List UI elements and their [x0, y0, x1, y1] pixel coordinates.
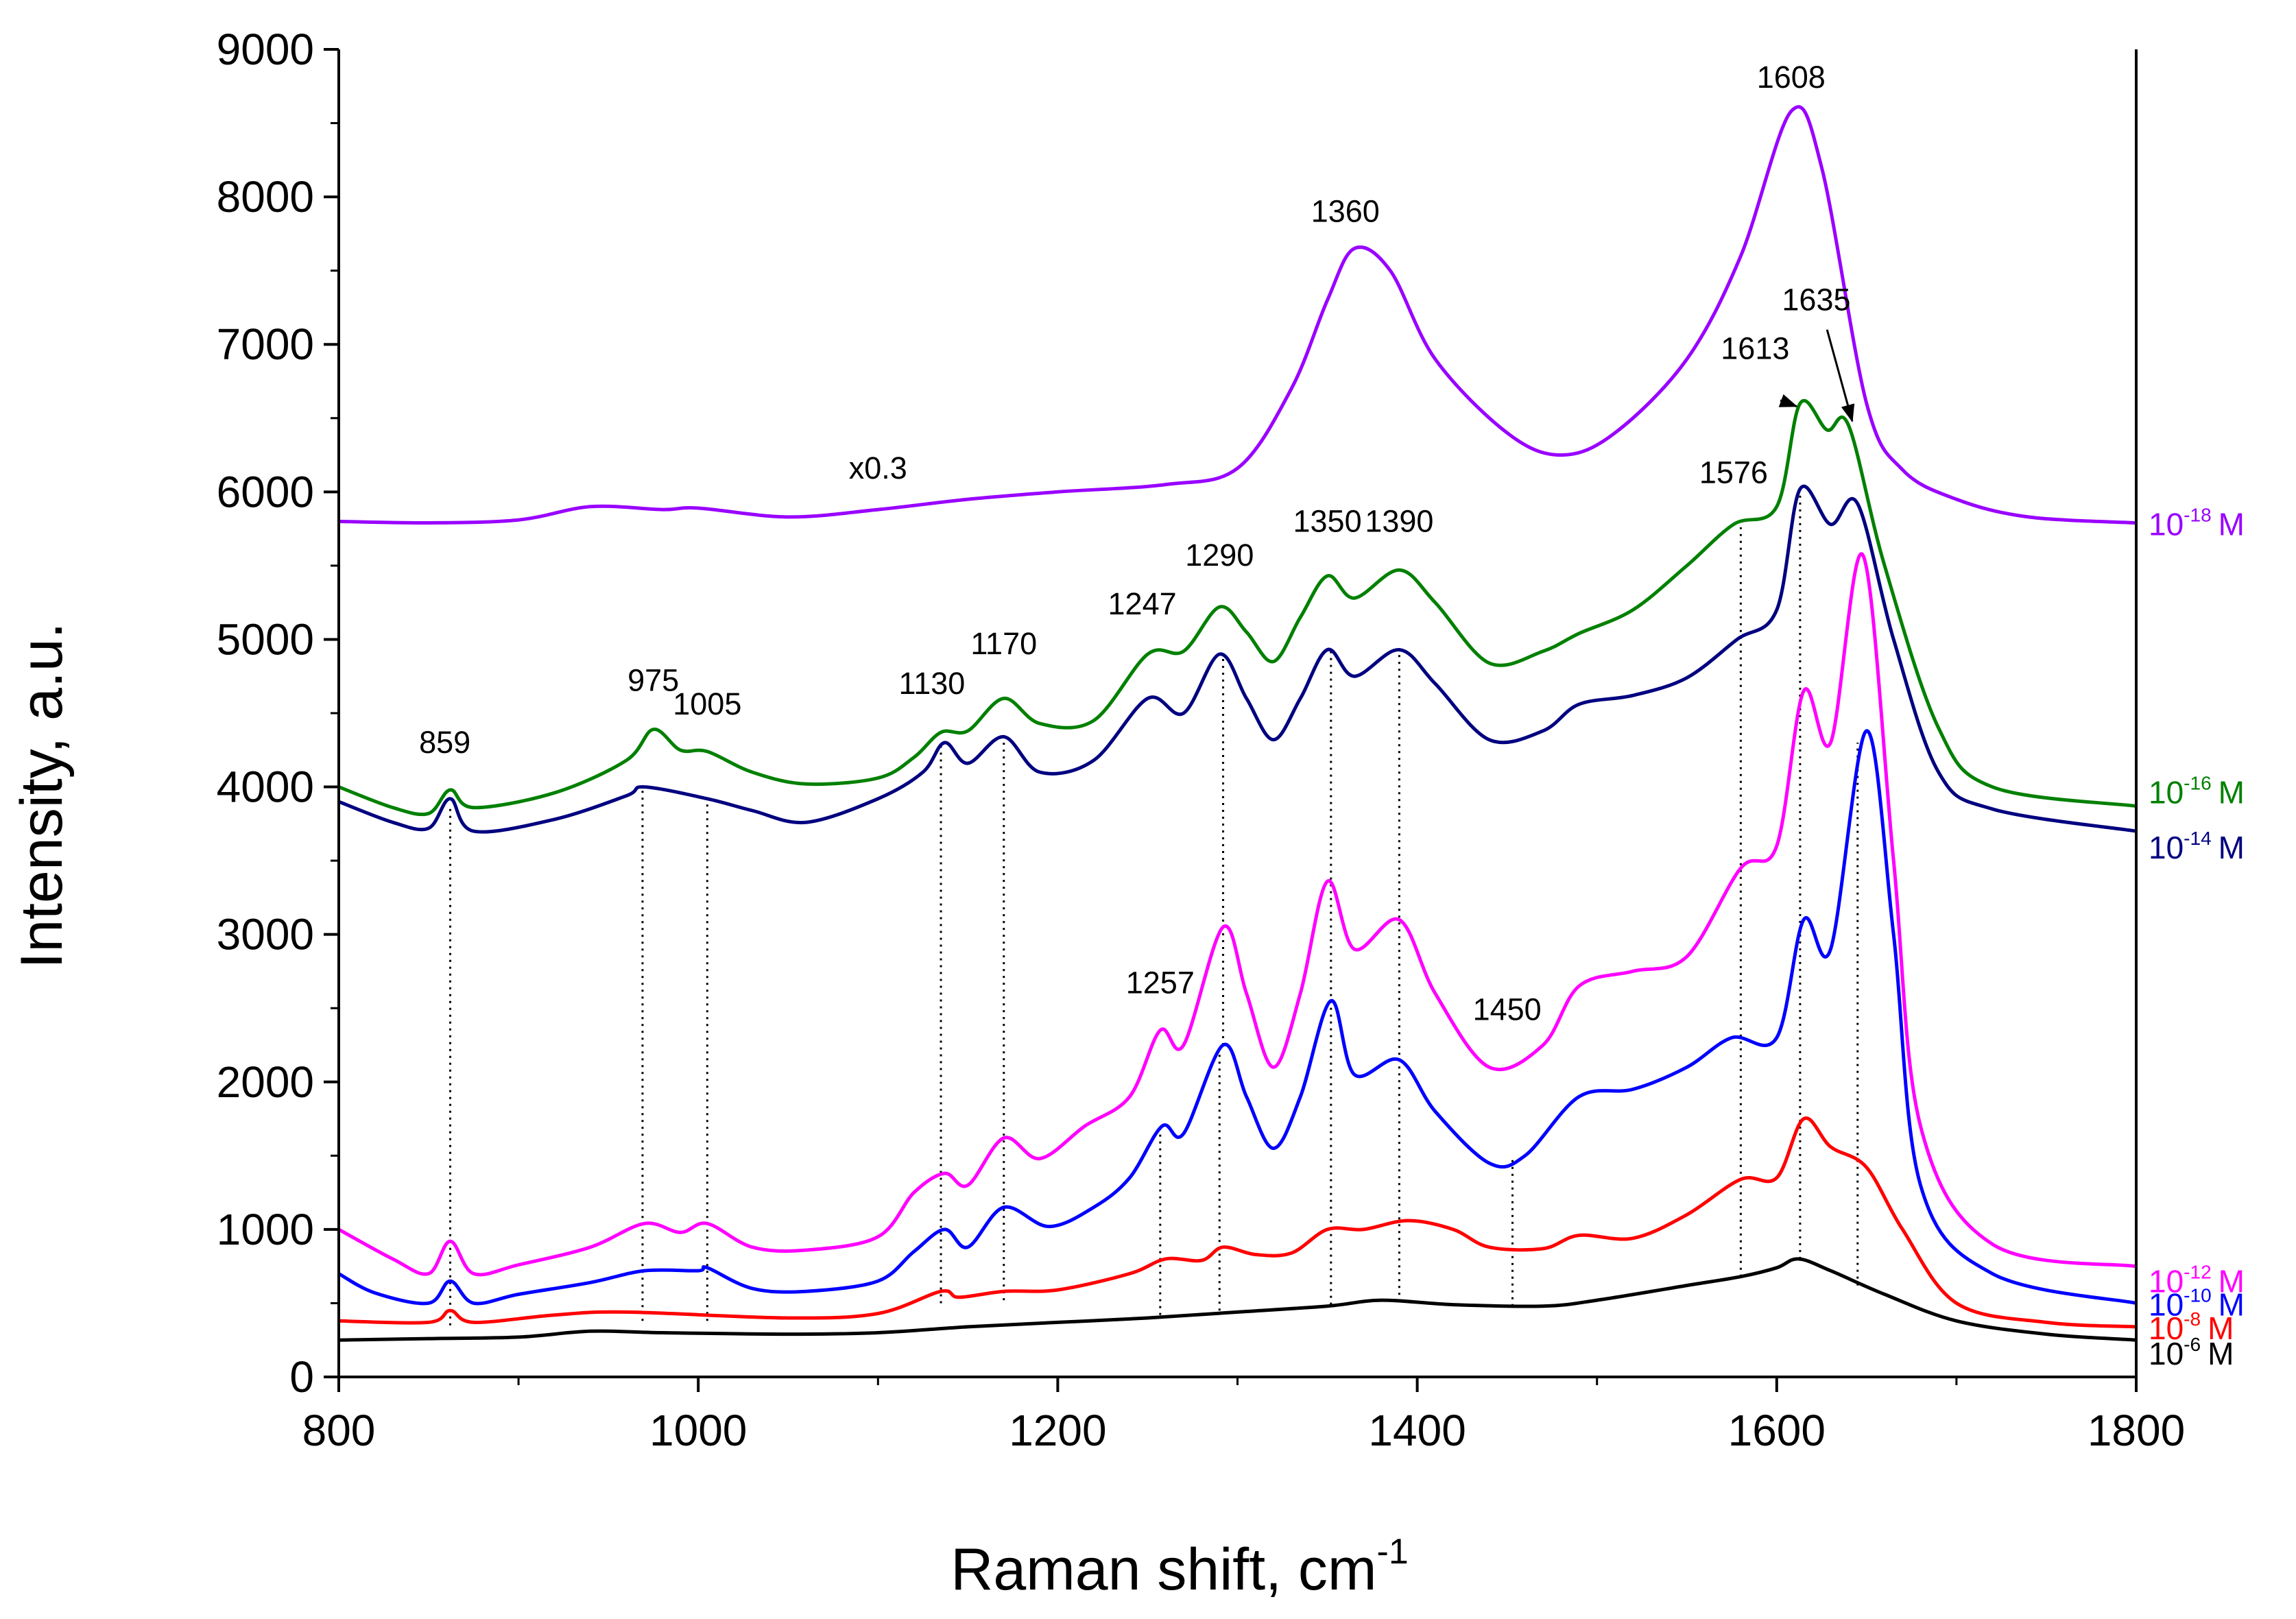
y-tick-label-8000: 8000	[217, 172, 314, 221]
series-line-neg16	[338, 399, 2137, 817]
peak-label-1130-3: 1130	[899, 666, 966, 701]
legend-unit: M	[2219, 1264, 2245, 1299]
series-line-neg6	[338, 1257, 2137, 1342]
peak-label-x0-3-16: x0.3	[849, 451, 907, 485]
peak-label-975-1: 975	[627, 663, 679, 698]
peak-label-1350-7: 1350	[1293, 503, 1361, 538]
series-line-neg8	[338, 1116, 2137, 1329]
peak-label-1257-9: 1257	[1126, 966, 1195, 1000]
y-axis-title: Intensity, a.u.	[9, 622, 75, 968]
peak-label-1247-5: 1247	[1108, 586, 1177, 621]
legend-exp: -10	[2184, 1284, 2211, 1306]
peak-label-1635-13: 1635	[1782, 283, 1850, 317]
x-tick-label-1200: 1200	[1009, 1406, 1106, 1455]
legend-exp: -14	[2184, 828, 2211, 849]
y-tick-label-2000: 2000	[217, 1057, 314, 1107]
legend-base: 10	[2149, 1310, 2184, 1346]
y-tick-label-0: 0	[289, 1352, 314, 1402]
legend-label-neg12: 10-12 M	[2149, 1262, 2245, 1299]
legend-unit: M	[2219, 775, 2245, 811]
legend-unit: M	[2219, 507, 2245, 542]
legend-base: 10	[2149, 1286, 2184, 1322]
annotation-arrow-0	[1778, 394, 1798, 407]
peak-label-859-0: 859	[419, 725, 470, 760]
series-line-neg18	[338, 105, 2137, 525]
series-line-neg14	[338, 484, 2137, 834]
x-tick-label-800: 800	[302, 1406, 376, 1455]
legend-base: 10	[2149, 830, 2184, 865]
legend-exp: -8	[2184, 1308, 2201, 1330]
legend-base: 10	[2149, 1264, 2184, 1299]
legend-base: 10	[2149, 775, 2184, 811]
peak-label-1290-6: 1290	[1185, 538, 1254, 573]
x-axis-title-main: Raman shift, cm	[950, 1537, 1376, 1603]
peak-label-1005-2: 1005	[673, 686, 741, 721]
legend-label-neg8: 10-8 M	[2149, 1308, 2234, 1346]
y-tick-label-7000: 7000	[217, 320, 314, 369]
y-tick-label-1000: 1000	[217, 1205, 314, 1254]
legend-exp: -12	[2184, 1262, 2211, 1283]
x-axis-title-superscript: -1	[1377, 1532, 1409, 1572]
legend-label-neg10: 10-10 M	[2149, 1284, 2245, 1322]
annotation-arrow-1	[1826, 329, 1855, 423]
x-axis-title: Raman shift, cm-1	[950, 1532, 1409, 1603]
legend-exp: -6	[2184, 1334, 2201, 1355]
peak-label-1613-12: 1613	[1721, 331, 1789, 366]
legend-unit: M	[2208, 1336, 2234, 1371]
peak-label-1390-8: 1390	[1365, 503, 1433, 538]
y-tick-label-3000: 3000	[217, 910, 314, 959]
legend-exp: -18	[2184, 505, 2211, 526]
x-tick-label-1000: 1000	[649, 1406, 747, 1455]
y-tick-label-6000: 6000	[217, 467, 314, 516]
peak-label-1576-11: 1576	[1699, 455, 1768, 490]
legend-label-neg16: 10-16 M	[2149, 773, 2245, 811]
legend-unit: M	[2219, 1286, 2245, 1322]
legend-unit: M	[2208, 1310, 2234, 1346]
series-line-neg12	[337, 552, 2137, 1277]
legend-label-neg18: 10-18 M	[2149, 505, 2245, 542]
legend-label-neg6: 10-6 M	[2149, 1334, 2234, 1371]
peak-label-1450-10: 1450	[1473, 992, 1542, 1027]
peak-label-1360-14: 1360	[1311, 194, 1380, 229]
x-tick-label-1600: 1600	[1728, 1406, 1826, 1455]
series-line-neg10	[337, 729, 2137, 1306]
legend-label-neg14: 10-14 M	[2149, 828, 2245, 865]
y-tick-label-5000: 5000	[217, 614, 314, 664]
y-tick-label-9000: 9000	[217, 25, 314, 74]
peak-label-1608-15: 1608	[1757, 60, 1826, 95]
legend-base: 10	[2149, 1336, 2184, 1371]
peak-label-1170-4: 1170	[970, 626, 1037, 661]
legend-unit: M	[2219, 830, 2245, 865]
legend-base: 10	[2149, 507, 2184, 542]
legend-exp: -16	[2184, 773, 2211, 794]
x-tick-label-1800: 1800	[2088, 1406, 2185, 1455]
x-tick-label-1400: 1400	[1368, 1406, 1466, 1455]
y-tick-label-4000: 4000	[217, 763, 314, 812]
axes: 10-6 M10-8 M10-10 M10-12 M10-14 M10-16 M10-18 M…	[217, 25, 2245, 1455]
